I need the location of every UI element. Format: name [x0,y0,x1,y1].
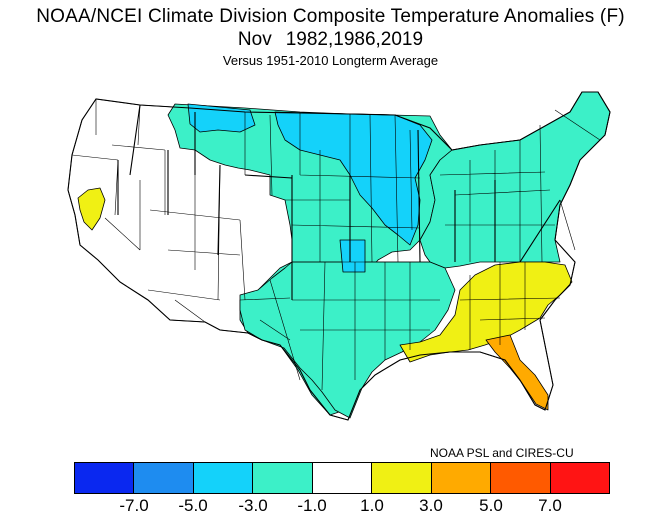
region-upper-midwest [274,111,433,246]
legend-swatch [491,463,551,493]
legend-tick-label: 3.0 [419,496,443,515]
data-credit: NOAA PSL and CIRES-CU [430,446,574,460]
legend-swatch [312,463,373,493]
legend-tick-label: -3.0 [238,496,268,515]
legend-swatch [253,463,313,493]
legend-tick-label: 1.0 [360,496,384,515]
legend-tick-label: 7.0 [538,496,562,515]
legend-swatch [372,463,432,493]
legend-swatch [193,463,254,493]
period-month: Nov [237,29,272,50]
legend-swatch [431,463,492,493]
region-florida [485,334,549,411]
legend-swatch [550,463,609,493]
color-legend [74,462,610,494]
map-subtitle: Versus 1951-2010 Longterm Average [222,53,439,68]
map-period: Nov 1982,1986,2019 [0,29,661,51]
region-ohio-valley-northeast [419,91,611,269]
legend-swatch [75,463,135,493]
state-boundary-lines [67,91,611,421]
legend-tick-label: -1.0 [297,496,327,515]
legend-tick-label: -7.0 [119,496,149,515]
region-northern-california [77,187,106,231]
region-southern-plains [239,261,456,419]
legend-tick-label: -5.0 [178,496,208,515]
map-title: NOAA/NCEI Climate Division Composite Tem… [36,6,625,27]
period-years: 1982,1986,2019 [285,29,424,50]
region-kansas [339,239,366,273]
legend-swatch [134,463,194,493]
legend-tick-label: 5.0 [479,496,503,515]
